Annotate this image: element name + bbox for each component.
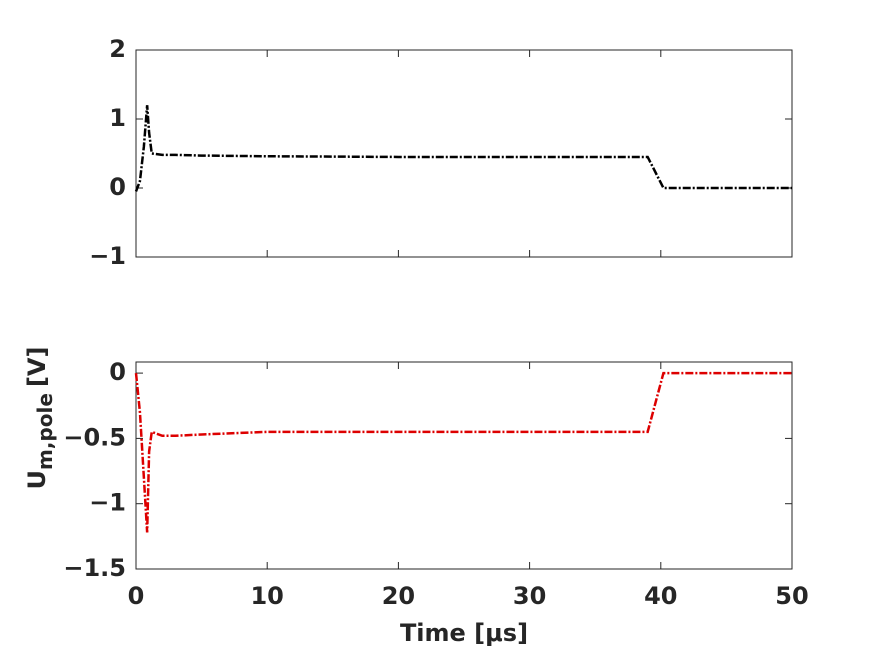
y-label-main: U (23, 470, 51, 490)
x-tick-label: 40 (644, 582, 677, 610)
x-tick-label: 30 (513, 582, 546, 610)
y-tick-label: −1 (89, 489, 126, 517)
axes-frame (135, 361, 793, 570)
y-label-unit: [V] (23, 347, 51, 388)
y-label-sub: m,pole (33, 393, 57, 470)
data-line (134, 371, 792, 533)
y-tick-label: −0.5 (63, 423, 126, 451)
x-tick-label: 10 (250, 582, 283, 610)
x-tick-label: 20 (382, 582, 415, 610)
y-tick-label: 0 (109, 173, 126, 201)
x-axis-label: Time [μs] (400, 619, 528, 647)
y-tick-label: 2 (109, 35, 126, 63)
x-tick-label: 0 (128, 582, 145, 610)
y-tick-label: 1 (109, 104, 126, 132)
y-tick-label: −1.5 (63, 554, 126, 582)
axes-frame (135, 49, 793, 258)
y-axis-label: Um,pole [V] (23, 347, 57, 490)
y-tick-label: 0 (109, 358, 126, 386)
data-line (134, 105, 792, 192)
x-tick-label: 50 (775, 582, 808, 610)
y-tick-label: −1 (89, 242, 126, 270)
